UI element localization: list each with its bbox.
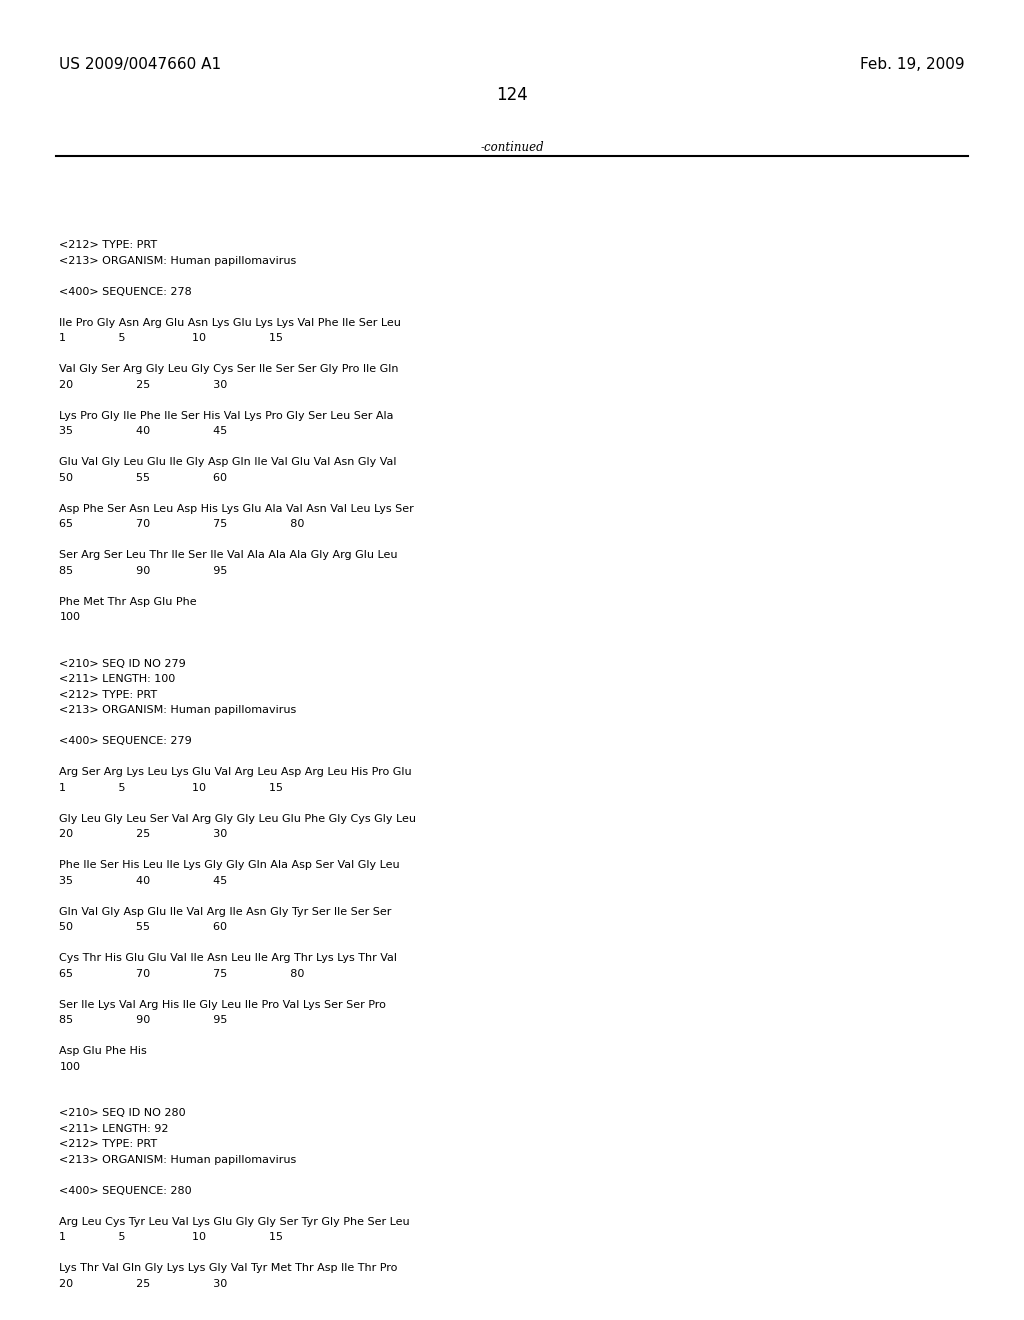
Text: <211> LENGTH: 92: <211> LENGTH: 92 (59, 1123, 169, 1134)
Text: 100: 100 (59, 612, 81, 622)
Text: Glu Val Gly Leu Glu Ile Gly Asp Gln Ile Val Glu Val Asn Gly Val: Glu Val Gly Leu Glu Ile Gly Asp Gln Ile … (59, 457, 397, 467)
Text: US 2009/0047660 A1: US 2009/0047660 A1 (59, 57, 221, 71)
Text: Lys Pro Gly Ile Phe Ile Ser His Val Lys Pro Gly Ser Leu Ser Ala: Lys Pro Gly Ile Phe Ile Ser His Val Lys … (59, 411, 394, 421)
Text: -continued: -continued (480, 141, 544, 154)
Text: 85                  90                  95: 85 90 95 (59, 1015, 227, 1026)
Text: <212> TYPE: PRT: <212> TYPE: PRT (59, 240, 158, 251)
Text: Arg Leu Cys Tyr Leu Val Lys Glu Gly Gly Ser Tyr Gly Phe Ser Leu: Arg Leu Cys Tyr Leu Val Lys Glu Gly Gly … (59, 1217, 410, 1226)
Text: <213> ORGANISM: Human papillomavirus: <213> ORGANISM: Human papillomavirus (59, 705, 297, 715)
Text: <213> ORGANISM: Human papillomavirus: <213> ORGANISM: Human papillomavirus (59, 256, 297, 265)
Text: <211> LENGTH: 100: <211> LENGTH: 100 (59, 675, 176, 684)
Text: Lys Thr Val Gln Gly Lys Lys Gly Val Tyr Met Thr Asp Ile Thr Pro: Lys Thr Val Gln Gly Lys Lys Gly Val Tyr … (59, 1263, 397, 1274)
Text: Asp Glu Phe His: Asp Glu Phe His (59, 1047, 147, 1056)
Text: Phe Met Thr Asp Glu Phe: Phe Met Thr Asp Glu Phe (59, 597, 197, 607)
Text: 65                  70                  75                  80: 65 70 75 80 (59, 969, 305, 978)
Text: <400> SEQUENCE: 279: <400> SEQUENCE: 279 (59, 737, 193, 746)
Text: <210> SEQ ID NO 280: <210> SEQ ID NO 280 (59, 1109, 186, 1118)
Text: 20                  25                  30: 20 25 30 (59, 1279, 227, 1288)
Text: 1               5                   10                  15: 1 5 10 15 (59, 333, 284, 343)
Text: 1               5                   10                  15: 1 5 10 15 (59, 1233, 284, 1242)
Text: <210> SEQ ID NO 279: <210> SEQ ID NO 279 (59, 659, 186, 669)
Text: 100: 100 (59, 1061, 81, 1072)
Text: Feb. 19, 2009: Feb. 19, 2009 (860, 57, 965, 71)
Text: Ser Arg Ser Leu Thr Ile Ser Ile Val Ala Ala Ala Gly Arg Glu Leu: Ser Arg Ser Leu Thr Ile Ser Ile Val Ala … (59, 550, 398, 560)
Text: 50                  55                  60: 50 55 60 (59, 923, 227, 932)
Text: 1               5                   10                  15: 1 5 10 15 (59, 783, 284, 793)
Text: 35                  40                  45: 35 40 45 (59, 875, 227, 886)
Text: Ser Ile Lys Val Arg His Ile Gly Leu Ile Pro Val Lys Ser Ser Pro: Ser Ile Lys Val Arg His Ile Gly Leu Ile … (59, 999, 386, 1010)
Text: <212> TYPE: PRT: <212> TYPE: PRT (59, 1139, 158, 1150)
Text: Cys Thr His Glu Glu Val Ile Asn Leu Ile Arg Thr Lys Lys Thr Val: Cys Thr His Glu Glu Val Ile Asn Leu Ile … (59, 953, 397, 964)
Text: <400> SEQUENCE: 280: <400> SEQUENCE: 280 (59, 1185, 193, 1196)
Text: 85                  90                  95: 85 90 95 (59, 566, 227, 576)
Text: 35                  40                  45: 35 40 45 (59, 426, 227, 436)
Text: Gln Val Gly Asp Glu Ile Val Arg Ile Asn Gly Tyr Ser Ile Ser Ser: Gln Val Gly Asp Glu Ile Val Arg Ile Asn … (59, 907, 392, 916)
Text: <213> ORGANISM: Human papillomavirus: <213> ORGANISM: Human papillomavirus (59, 1155, 297, 1164)
Text: <212> TYPE: PRT: <212> TYPE: PRT (59, 690, 158, 700)
Text: <400> SEQUENCE: 278: <400> SEQUENCE: 278 (59, 286, 193, 297)
Text: Asp Phe Ser Asn Leu Asp His Lys Glu Ala Val Asn Val Leu Lys Ser: Asp Phe Ser Asn Leu Asp His Lys Glu Ala … (59, 504, 414, 513)
Text: Phe Ile Ser His Leu Ile Lys Gly Gly Gln Ala Asp Ser Val Gly Leu: Phe Ile Ser His Leu Ile Lys Gly Gly Gln … (59, 861, 400, 870)
Text: 20                  25                  30: 20 25 30 (59, 380, 227, 389)
Text: Val Gly Ser Arg Gly Leu Gly Cys Ser Ile Ser Ser Gly Pro Ile Gln: Val Gly Ser Arg Gly Leu Gly Cys Ser Ile … (59, 364, 399, 375)
Text: Gly Leu Gly Leu Ser Val Arg Gly Gly Leu Glu Phe Gly Cys Gly Leu: Gly Leu Gly Leu Ser Val Arg Gly Gly Leu … (59, 813, 417, 824)
Text: Ile Pro Gly Asn Arg Glu Asn Lys Glu Lys Lys Val Phe Ile Ser Leu: Ile Pro Gly Asn Arg Glu Asn Lys Glu Lys … (59, 318, 401, 327)
Text: 50                  55                  60: 50 55 60 (59, 473, 227, 483)
Text: 20                  25                  30: 20 25 30 (59, 829, 227, 840)
Text: 65                  70                  75                  80: 65 70 75 80 (59, 519, 305, 529)
Text: Arg Ser Arg Lys Leu Lys Glu Val Arg Leu Asp Arg Leu His Pro Glu: Arg Ser Arg Lys Leu Lys Glu Val Arg Leu … (59, 767, 412, 777)
Text: 124: 124 (496, 86, 528, 104)
